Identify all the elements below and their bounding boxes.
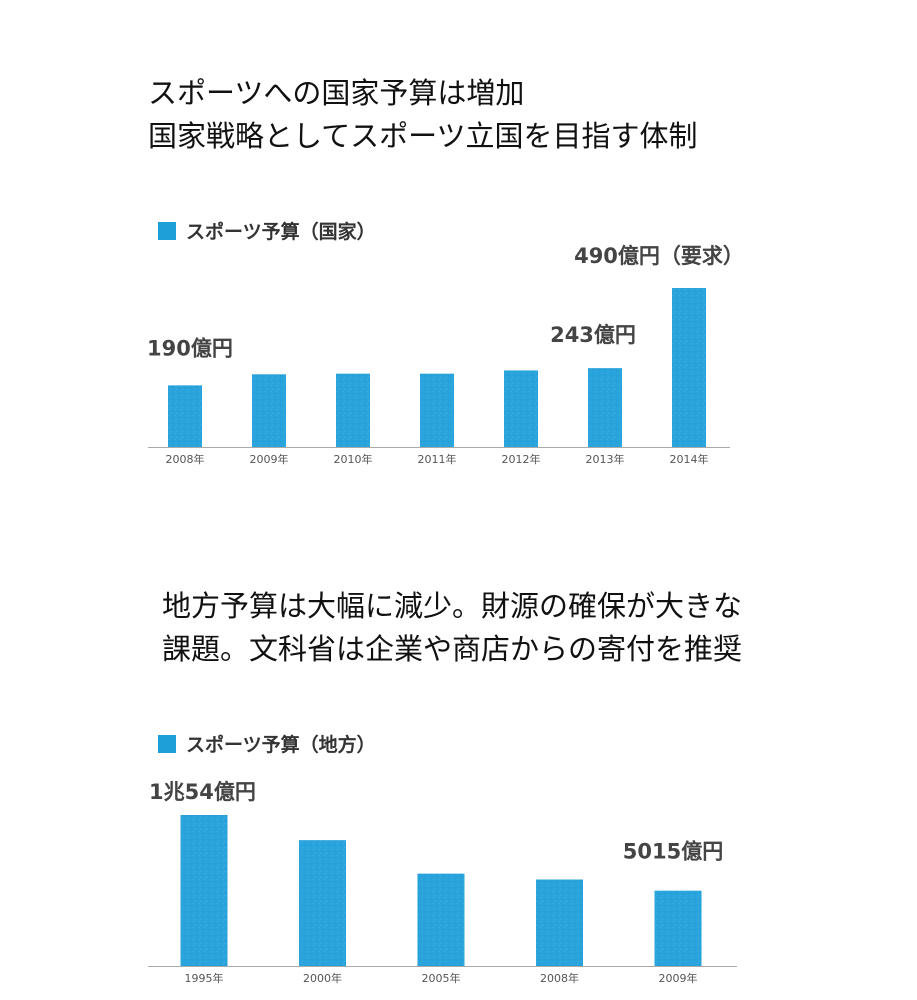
chart-local-bar-2 <box>417 873 465 966</box>
chart-national-bar-1 <box>252 374 286 447</box>
chart-national-value-label-6: 490億円（要求） <box>574 244 744 268</box>
chart-national-bar-6 <box>672 288 706 447</box>
chart-local-bar-0 <box>180 815 228 966</box>
chart-local-bar-3 <box>536 879 583 966</box>
chart-local-value-label-4: 5015億円 <box>623 840 723 864</box>
chart-national-tick-2: 2010年 <box>334 452 373 466</box>
chart-local-bar-4 <box>654 890 702 966</box>
chart-local-tick-2: 2005年 <box>422 971 461 985</box>
headline-local-line-2: 課題。文科省は企業や商店からの寄付を推奨 <box>162 632 743 666</box>
chart-national: 2008年 2009年 2010年 2011年 2012年 2013年 2014年 190億円… <box>147 244 744 466</box>
chart-national-tick-5: 2013年 <box>586 452 625 466</box>
chart-local-tick-4: 2009年 <box>659 971 698 985</box>
chart-local-title: スポーツ予算（地方） <box>186 734 376 756</box>
chart-national-bar-2 <box>336 373 370 447</box>
chart-national-bar-5 <box>588 368 622 447</box>
chart-national-tick-3: 2011年 <box>418 452 457 466</box>
headline-local: 地方予算は大幅に減少。財源の確保が大きな 課題。文科省は企業や商店からの寄付を推… <box>162 585 742 671</box>
chart-national-bar-0 <box>168 385 202 447</box>
chart-national-value-label-5: 243億円 <box>550 323 636 347</box>
chart-local-tick-3: 2008年 <box>540 971 579 985</box>
chart-national-tick-1: 2009年 <box>250 452 289 466</box>
chart-local: 1995年 2000年 2005年 2008年 2009年 1兆54億円 5015億円 <box>148 780 737 985</box>
chart-local-legend: スポーツ予算（地方） <box>158 730 376 757</box>
chart-national-legend: スポーツ予算（国家） <box>158 217 376 244</box>
chart-local-bar-1 <box>299 840 346 966</box>
chart-national-tick-4: 2012年 <box>502 452 541 466</box>
chart-local-legend-swatch <box>158 734 176 753</box>
chart-local-tick-0: 1995年 <box>185 971 224 985</box>
chart-national-bar-3 <box>420 373 454 447</box>
chart-national-title: スポーツ予算（国家） <box>186 221 376 243</box>
chart-national-tick-0: 2008年 <box>166 452 205 466</box>
headline-national-line-2: 国家戦略としてスポーツ立国を目指す体制 <box>148 119 698 153</box>
chart-national-value-label-0: 190億円 <box>147 336 233 360</box>
chart-national-legend-swatch <box>158 221 176 240</box>
chart-local-tick-1: 2000年 <box>303 971 342 985</box>
chart-national-bar-4 <box>504 370 538 447</box>
headline-national: スポーツへの国家予算は増加 国家戦略としてスポーツ立国を目指す体制 <box>148 72 698 158</box>
chart-local-value-label-0: 1兆54億円 <box>149 780 256 804</box>
chart-national-tick-6: 2014年 <box>670 452 709 466</box>
headline-national-line-1: スポーツへの国家予算は増加 <box>148 76 525 110</box>
headline-local-line-1: 地方予算は大幅に減少。財源の確保が大きな <box>162 589 743 623</box>
